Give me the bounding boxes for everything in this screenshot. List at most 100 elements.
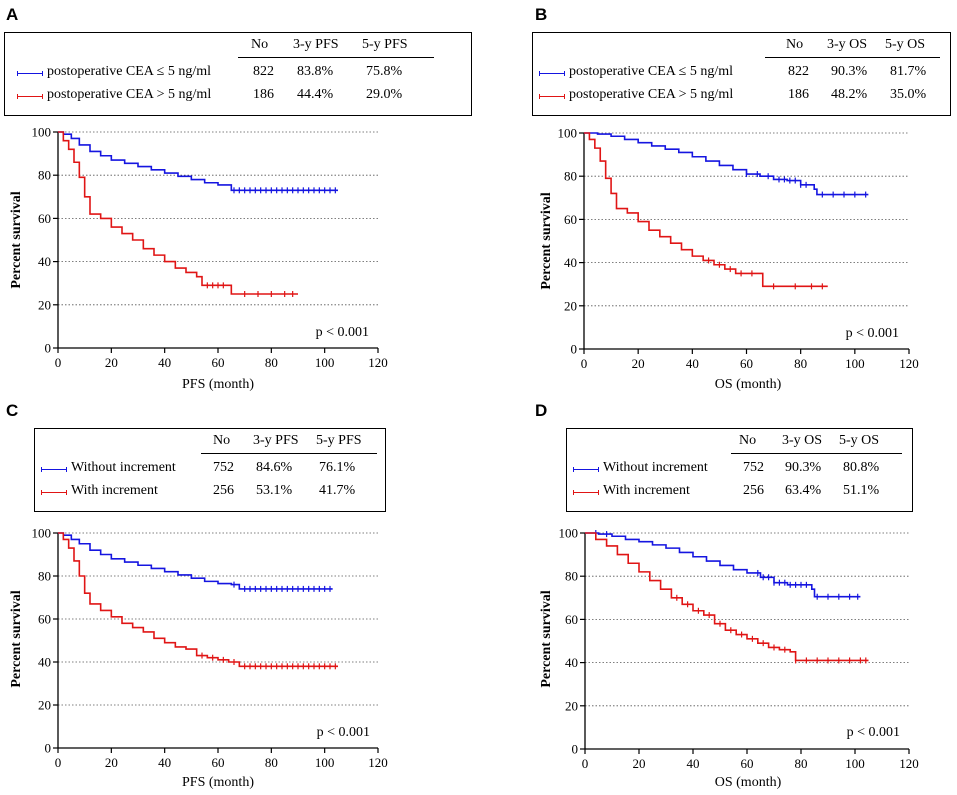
x-tick-label: 100: [315, 355, 335, 370]
panel-label: B: [535, 5, 548, 24]
legend-table: No 3-y OS 5-y OS Without increment 752 9…: [566, 428, 913, 512]
header-3y: 3-y PFS: [253, 433, 299, 448]
p-value: p < 0.001: [316, 325, 369, 340]
legend-swatch-red: [41, 489, 67, 495]
survival-curve-series-0: [58, 532, 333, 590]
header-3y: 3-y PFS: [293, 37, 339, 52]
survival-curve-series-0: [58, 131, 338, 192]
y-axis-label: Percent survival: [9, 590, 24, 687]
y-tick-label: 100: [559, 526, 579, 541]
y-tick-label: 40: [38, 254, 51, 269]
header-rule: [201, 453, 377, 454]
legend-label-without: Without increment: [71, 460, 176, 475]
km-plot: p < 0.001 PFS (month) Percent survival 0…: [9, 526, 388, 791]
x-tick-label: 20: [633, 756, 646, 771]
cell-3y: 84.6%: [256, 460, 293, 475]
panel-d: D No 3-y OS 5-y OS Without increment 752…: [478, 397, 957, 795]
cell-no: 752: [213, 460, 234, 475]
y-tick-label: 60: [564, 212, 577, 227]
legend-swatch-blue: [41, 466, 67, 472]
x-tick-label: 100: [315, 755, 335, 770]
x-tick-label: 60: [741, 756, 754, 771]
y-tick-label: 40: [565, 655, 578, 670]
header-rule: [765, 57, 940, 58]
x-tick-label: 40: [158, 755, 171, 770]
cell-5y: 41.7%: [319, 483, 356, 498]
x-tick-label: 120: [368, 355, 388, 370]
x-tick-label: 80: [265, 355, 278, 370]
x-axis-label: OS (month): [715, 377, 782, 392]
y-tick-label: 80: [564, 169, 577, 184]
y-tick-label: 0: [45, 741, 52, 756]
header-3y: 3-y OS: [782, 433, 823, 448]
x-tick-label: 0: [581, 356, 588, 371]
y-tick-label: 0: [571, 342, 578, 357]
x-tick-label: 80: [795, 756, 808, 771]
survival-curve-series-0: [584, 132, 869, 196]
x-axis-label: PFS (month): [182, 775, 254, 790]
x-tick-label: 40: [687, 756, 700, 771]
y-tick-label: 80: [38, 168, 51, 183]
x-tick-label: 120: [368, 755, 388, 770]
cell-3y: 53.1%: [256, 483, 293, 498]
y-tick-label: 100: [558, 126, 578, 141]
cell-no: 822: [253, 64, 274, 79]
x-tick-label: 100: [845, 356, 865, 371]
y-tick-label: 20: [565, 698, 578, 713]
y-axis-label: Percent survival: [9, 191, 24, 288]
x-tick-label: 40: [686, 356, 699, 371]
legend-swatch-red: [17, 93, 43, 99]
cell-3y: 63.4%: [785, 483, 822, 498]
header-5y: 5-y OS: [885, 37, 926, 52]
header-no: No: [739, 433, 757, 448]
legend-label-without: Without increment: [603, 460, 708, 475]
x-tick-label: 60: [212, 355, 225, 370]
legend-swatch-red: [573, 489, 599, 495]
header-no: No: [251, 37, 269, 52]
y-tick-label: 100: [32, 526, 52, 541]
km-plot: p < 0.001 OS (month) Percent survival 0 2…: [539, 126, 919, 393]
y-tick-label: 100: [32, 125, 52, 140]
cell-no: 822: [788, 64, 809, 79]
p-value: p < 0.001: [846, 326, 899, 341]
y-tick-label: 80: [565, 569, 578, 584]
p-value: p < 0.001: [317, 725, 370, 740]
cell-5y: 76.1%: [319, 460, 356, 475]
survival-curve-series-1: [58, 131, 298, 295]
survival-curve-series-1: [58, 532, 338, 668]
y-tick-label: 20: [38, 698, 51, 713]
legend-swatch-blue: [573, 466, 599, 472]
legend-label-low: postoperative CEA ≤ 5 ng/ml: [569, 64, 734, 79]
legend-label-with: With increment: [71, 483, 158, 498]
legend-label-high: postoperative CEA > 5 ng/ml: [47, 87, 212, 102]
x-tick-label: 80: [265, 755, 278, 770]
header-rule: [731, 453, 902, 454]
panel-label: D: [535, 401, 548, 420]
x-axis-label: PFS (month): [182, 377, 254, 392]
x-axis-label: OS (month): [715, 775, 782, 790]
p-value: p < 0.001: [847, 725, 900, 740]
cell-5y: 80.8%: [843, 460, 880, 475]
x-tick-label: 60: [740, 356, 753, 371]
x-tick-label: 100: [845, 756, 865, 771]
legend-swatch-blue: [539, 70, 565, 76]
cell-5y: 75.8%: [366, 64, 403, 79]
survival-curve-series-1: [585, 532, 869, 662]
panel-label: A: [6, 5, 19, 24]
y-tick-label: 60: [38, 211, 51, 226]
cell-3y: 90.3%: [831, 64, 868, 79]
y-tick-label: 60: [38, 612, 51, 627]
cell-5y: 81.7%: [890, 64, 927, 79]
header-5y: 5-y PFS: [362, 37, 408, 52]
y-tick-label: 0: [45, 341, 52, 356]
cell-no: 256: [213, 483, 234, 498]
header-3y: 3-y OS: [827, 37, 868, 52]
header-no: No: [213, 433, 231, 448]
y-tick-label: 40: [564, 255, 577, 270]
x-tick-label: 80: [794, 356, 807, 371]
header-no: No: [786, 37, 804, 52]
legend-label-with: With increment: [603, 483, 690, 498]
panel-c: C No 3-y PFS 5-y PFS Without increment 7…: [0, 397, 478, 795]
cell-no: 186: [788, 87, 809, 102]
y-tick-label: 60: [565, 612, 578, 627]
